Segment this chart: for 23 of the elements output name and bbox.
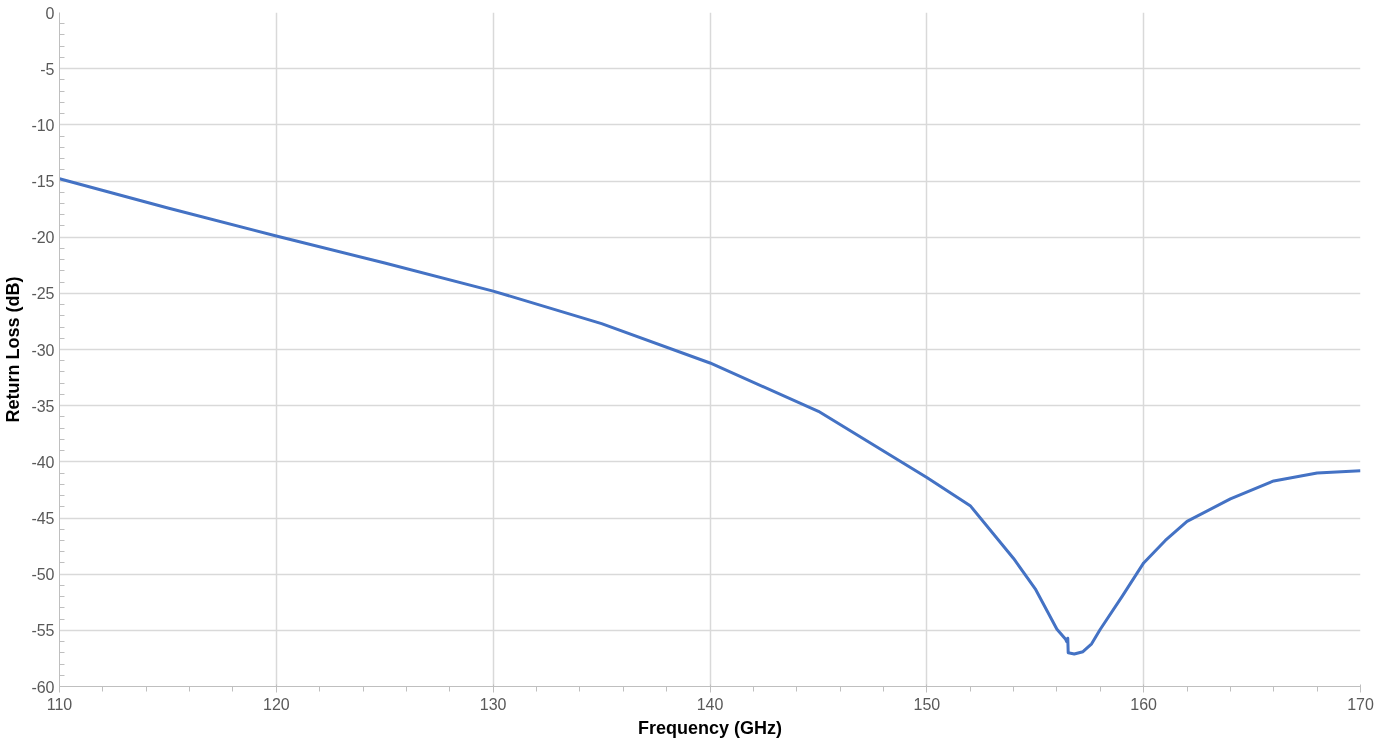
y-tick-label: -45	[31, 510, 55, 527]
y-tick-label: 0	[45, 4, 55, 22]
y-axis-title: Return Loss (dB)	[3, 276, 24, 423]
x-tick-label: 140	[696, 695, 724, 713]
line-series	[59, 177, 1361, 656]
x-tick-label: 110	[46, 695, 73, 713]
x-tick-label: 120	[262, 695, 290, 713]
y-tick-label: -40	[31, 453, 55, 471]
x-tick-label: 170	[1347, 695, 1374, 713]
y-tick-label: -25	[31, 285, 55, 303]
y-tick-label: -30	[31, 341, 55, 359]
y-tick-label: -35	[31, 397, 55, 415]
x-axis-title: Frequency (GHz)	[637, 717, 783, 738]
y-tick-label: -50	[31, 566, 55, 584]
x-tick-label: 150	[913, 695, 941, 713]
x-tick-label: 130	[479, 695, 507, 713]
y-tick-label: -15	[31, 173, 55, 190]
y-tick-label: -60	[31, 678, 55, 696]
x-tick-label: 160	[1130, 695, 1158, 713]
y-tick-label: -20	[31, 229, 55, 247]
y-tick-label: -55	[31, 622, 55, 640]
y-tick-label: -5	[40, 60, 55, 78]
y-tick-label: -10	[31, 116, 55, 134]
